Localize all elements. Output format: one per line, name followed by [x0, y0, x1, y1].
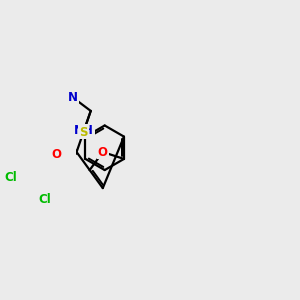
Text: NH: NH: [74, 124, 94, 137]
Text: N: N: [68, 91, 78, 104]
Text: Cl: Cl: [39, 194, 52, 206]
Text: S: S: [79, 125, 88, 139]
Text: Cl: Cl: [4, 171, 17, 184]
Text: O: O: [98, 146, 108, 158]
Text: O: O: [52, 148, 61, 160]
